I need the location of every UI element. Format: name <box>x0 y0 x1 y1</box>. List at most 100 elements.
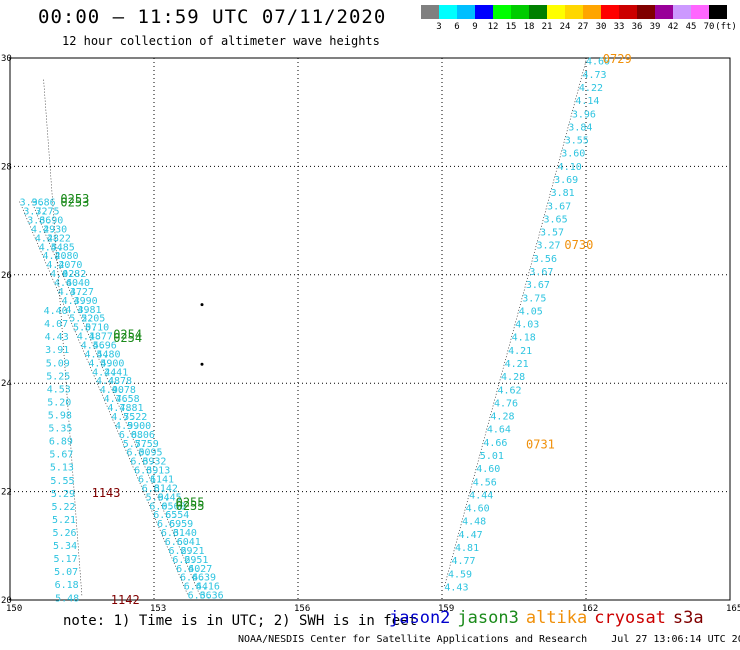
wave-height-value: 4.77 <box>89 332 113 343</box>
lat-tick-label: 22 <box>1 488 12 498</box>
pass-time-label: 0254 <box>113 327 142 341</box>
scale-label: 45 <box>685 22 697 32</box>
wave-height-value: 6.42 <box>154 483 178 494</box>
wave-height-value: 4.75 <box>111 412 135 423</box>
wave-height-value: 5.17 <box>54 554 78 565</box>
credit-line: NOAA/NESDIS Center for Satellite Applica… <box>238 634 740 645</box>
wave-height-value: 4.81 <box>77 305 101 316</box>
wave-height-value: 5.13 <box>50 463 74 474</box>
wave-height-value: 6.59 <box>169 519 193 530</box>
wave-height-value: 6.39 <box>134 466 158 477</box>
wave-height-value: 5.67 <box>49 450 73 461</box>
wave-height-value: 5.01 <box>480 451 504 462</box>
wave-height-value: 4.82 <box>62 269 86 280</box>
wave-height-value: 4.40 <box>66 278 90 289</box>
wave-height-value: 3.96 <box>20 198 44 209</box>
wave-height-value: 5.25 <box>46 371 70 382</box>
wave-height-value: 4.28 <box>35 233 59 244</box>
wave-height-value: 4.20 <box>46 260 70 271</box>
wave-height-value: 4.60 <box>54 278 78 289</box>
wave-height-value: 4.96 <box>93 341 117 352</box>
lon-tick-label: 150 <box>6 604 22 614</box>
wave-height-value: 4.90 <box>74 296 98 307</box>
lon-tick-label: 165 <box>726 604 740 614</box>
wave-height-value: 6.45 <box>158 492 182 503</box>
scale-label: 27 <box>577 22 589 32</box>
wave-height-value: 6.27 <box>188 564 212 575</box>
scale-swatch <box>529 5 547 19</box>
wave-height-value: 6.65 <box>153 510 177 521</box>
wave-height-value: 4.18 <box>512 333 536 344</box>
wave-height-value: 4.28 <box>501 372 525 383</box>
scale-label: 6 <box>454 22 460 32</box>
wave-height-value: 4.56 <box>81 341 105 352</box>
pass-time-label: 1142 <box>111 593 140 607</box>
wave-height-value: 5.98 <box>48 410 72 421</box>
scale-label: 21 <box>541 22 553 32</box>
scale-swatch <box>673 5 691 19</box>
wave-height-value: 4.28 <box>490 412 514 423</box>
wave-height-value: 4.78 <box>108 376 132 387</box>
wave-height-value: 4.24 <box>92 367 116 378</box>
wave-height-value: 4.14 <box>575 96 599 107</box>
wave-height-value: 4.43 <box>45 332 69 343</box>
pass-time-label: 0255 <box>176 495 205 509</box>
wave-height-value: 6.21 <box>181 546 205 557</box>
wave-height-value: 3.27 <box>536 241 560 252</box>
wave-height-value: 6.06 <box>131 430 155 441</box>
wave-height-value: 5.09 <box>46 358 70 369</box>
wave-height-value: 4.07 <box>44 319 68 330</box>
wave-height-value: 4.29 <box>31 224 55 235</box>
wave-height-value: 5.26 <box>53 528 77 539</box>
wave-height-value: 4.37 <box>58 287 82 298</box>
wave-height-value: 6.13 <box>146 466 170 477</box>
lon-tick-label: 162 <box>582 604 598 614</box>
wave-height-value: 4.44 <box>469 490 493 501</box>
wave-height-value: 3.67 <box>547 201 571 212</box>
wave-height-value: 4.39 <box>62 296 86 307</box>
wave-height-value: 3.81 <box>551 188 575 199</box>
wave-height-value: 6.40 <box>173 528 197 539</box>
wave-height-value: 4.60 <box>476 464 500 475</box>
wave-height-value: 3.72 <box>23 207 47 218</box>
wave-height-value: 4.59 <box>448 569 472 580</box>
wave-height-value: 6.31 <box>142 483 166 494</box>
scale-swatch <box>655 5 673 19</box>
wave-height-value: 5.21 <box>52 515 76 526</box>
wave-height-value: 3.75 <box>522 293 546 304</box>
wave-height-value: 4.48 <box>462 517 486 528</box>
wave-height-value: 5.48 <box>55 593 79 604</box>
wave-height-value: 6.41 <box>150 474 174 485</box>
pass-time-label: 1143 <box>92 486 121 500</box>
wave-height-value: 4.76 <box>494 398 518 409</box>
lat-tick-label: 30 <box>1 54 12 64</box>
wave-height-value: 5.95 <box>139 448 163 459</box>
wave-height-value: 6.36 <box>200 591 224 602</box>
legend-s3a: s3a <box>672 608 704 628</box>
wave-height-value: 4.27 <box>70 287 94 298</box>
scale-label: 15 <box>505 22 517 32</box>
wave-height-value: 6.60 <box>165 537 189 548</box>
scale-label: 18 <box>523 22 535 32</box>
wave-height-value: 5.22 <box>51 502 75 513</box>
wave-height-value: 3.90 <box>39 215 63 226</box>
wave-height-value: 4.20 <box>43 251 67 262</box>
wave-height-value: 4.39 <box>65 305 89 316</box>
scale-swatch <box>511 5 529 19</box>
scale-unit-label: (ft) <box>715 22 737 32</box>
wave-height-value: 3.84 <box>568 122 592 133</box>
wave-height-value: 6.16 <box>196 582 220 593</box>
units-note: note: 1) Time is in UTC; 2) SWH is in fe… <box>63 613 418 629</box>
scale-swatch <box>709 5 727 19</box>
scale-label: 33 <box>613 22 625 32</box>
wave-height-value: 5.22 <box>123 412 147 423</box>
satellite-legend: jason2 jason3 altika cryosat s3a <box>389 608 711 628</box>
scale-label: 70 <box>703 22 715 32</box>
lon-tick-label: 159 <box>438 604 454 614</box>
wave-height-value: 6.11 <box>138 474 162 485</box>
satellite-track <box>19 201 188 595</box>
wave-height-value: 6.29 <box>169 546 193 557</box>
wave-height-value: 3.69 <box>554 175 578 186</box>
wave-height-value: 6.08 <box>119 430 143 441</box>
lon-tick-label: 153 <box>150 604 166 614</box>
